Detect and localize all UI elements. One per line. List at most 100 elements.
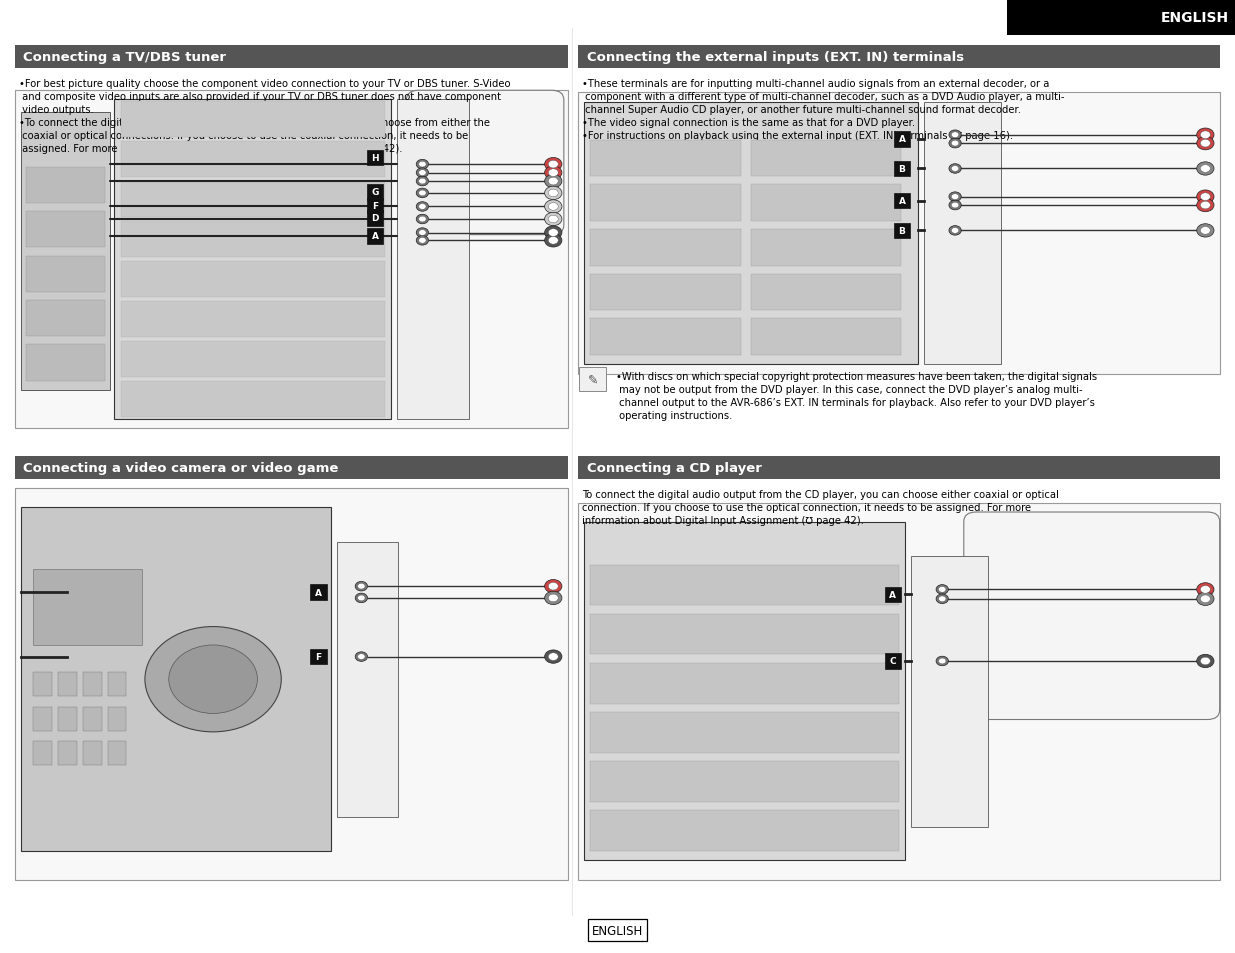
Circle shape	[948, 139, 961, 149]
Bar	[590, 810, 899, 851]
Bar	[367, 198, 383, 213]
Bar	[121, 381, 385, 417]
Bar	[115, 100, 391, 419]
Circle shape	[416, 236, 429, 246]
Text: channel output to the AVR-686’s EXT. IN terminals for playback. Also refer to yo: channel output to the AVR-686’s EXT. IN …	[616, 397, 1095, 407]
Circle shape	[1200, 140, 1210, 148]
Circle shape	[951, 194, 958, 200]
Circle shape	[416, 215, 429, 225]
Text: Connecting a CD player: Connecting a CD player	[587, 461, 762, 475]
Bar	[83, 673, 101, 697]
Circle shape	[419, 179, 426, 185]
Circle shape	[419, 238, 426, 244]
Circle shape	[358, 596, 366, 601]
FancyBboxPatch shape	[963, 513, 1220, 720]
Text: may not be output from the DVD player. In this case, connect the DVD player’s an: may not be output from the DVD player. I…	[616, 385, 1083, 395]
Text: operating instructions.: operating instructions.	[616, 410, 732, 420]
Circle shape	[416, 160, 429, 170]
Text: A: A	[889, 590, 897, 599]
Circle shape	[545, 200, 562, 213]
Bar	[121, 261, 385, 297]
Text: connection. If you choose to use the optical connection, it needs to be assigned: connection. If you choose to use the opt…	[582, 503, 1031, 513]
Circle shape	[939, 597, 946, 602]
Bar	[885, 654, 902, 669]
Bar	[367, 212, 383, 227]
Circle shape	[1200, 132, 1210, 139]
Bar	[58, 707, 77, 731]
Bar	[21, 508, 331, 851]
Bar	[751, 230, 900, 266]
Circle shape	[1197, 655, 1214, 668]
Bar	[590, 230, 741, 266]
Circle shape	[416, 202, 429, 212]
Bar	[894, 194, 910, 210]
Text: ENGLISH: ENGLISH	[1161, 11, 1229, 25]
Bar	[398, 100, 469, 419]
Circle shape	[948, 193, 961, 202]
Circle shape	[1200, 228, 1210, 235]
Circle shape	[1197, 129, 1214, 142]
Circle shape	[419, 204, 426, 210]
Circle shape	[545, 592, 562, 605]
Text: To connect the digital audio output from the CD player, you can choose either co: To connect the digital audio output from…	[582, 490, 1058, 499]
Bar	[751, 185, 900, 222]
Circle shape	[548, 230, 558, 237]
Circle shape	[948, 165, 961, 174]
Circle shape	[1197, 163, 1214, 176]
Text: B: B	[899, 165, 905, 173]
Circle shape	[548, 653, 558, 660]
Bar	[121, 341, 385, 377]
Bar	[83, 707, 101, 731]
Bar	[26, 168, 105, 204]
Circle shape	[419, 171, 426, 176]
Text: •For instructions on playback using the external input (EXT. IN) terminals (℧ pa: •For instructions on playback using the …	[582, 131, 1013, 140]
Text: G: G	[372, 188, 379, 197]
Circle shape	[1197, 191, 1214, 204]
Circle shape	[936, 657, 948, 666]
Bar	[121, 102, 385, 138]
Circle shape	[1200, 658, 1210, 665]
Bar	[1007, 0, 1235, 36]
Text: channel Super Audio CD player, or another future multi-channel sound format deco: channel Super Audio CD player, or anothe…	[582, 105, 1020, 114]
Text: coaxial or optical connections. If you choose to use the coaxial connection, it : coaxial or optical connections. If you c…	[19, 131, 468, 140]
Bar	[33, 741, 52, 765]
Bar	[367, 185, 383, 200]
Text: D: D	[372, 214, 379, 223]
Bar	[15, 456, 568, 479]
Bar	[894, 132, 910, 148]
Bar	[58, 741, 77, 765]
Circle shape	[545, 167, 562, 180]
Circle shape	[951, 167, 958, 172]
Circle shape	[358, 654, 366, 659]
Bar	[584, 522, 905, 861]
Text: •These terminals are for inputting multi-channel audio signals from an external : •These terminals are for inputting multi…	[582, 79, 1049, 89]
Bar	[121, 301, 385, 337]
Bar	[15, 91, 568, 429]
Bar	[584, 103, 918, 365]
Circle shape	[1200, 166, 1210, 173]
Circle shape	[951, 141, 958, 147]
Circle shape	[356, 594, 368, 603]
Text: •The video signal connection is the same as that for a DVD player.: •The video signal connection is the same…	[582, 118, 915, 128]
Circle shape	[419, 231, 426, 236]
Text: A: A	[315, 588, 322, 597]
Circle shape	[548, 216, 558, 224]
Bar	[15, 46, 568, 69]
Text: Connecting the external inputs (EXT. IN) terminals: Connecting the external inputs (EXT. IN)…	[587, 51, 963, 64]
Bar	[33, 673, 52, 697]
Text: assigned. For more information about Digital Input Assignment (℧ page 42).: assigned. For more information about Dig…	[19, 144, 403, 153]
Circle shape	[545, 158, 562, 172]
Bar	[590, 274, 741, 311]
Circle shape	[548, 161, 558, 169]
Circle shape	[1200, 596, 1210, 603]
Text: ENGLISH: ENGLISH	[592, 923, 643, 937]
Bar	[367, 151, 383, 166]
Bar	[121, 222, 385, 257]
Text: •To connect the digital audio output from the TV or DBS tuner, you can choose fr: •To connect the digital audio output fro…	[19, 118, 489, 128]
Circle shape	[948, 227, 961, 236]
Circle shape	[548, 203, 558, 211]
Bar	[590, 185, 741, 222]
Bar	[590, 565, 899, 606]
Circle shape	[548, 178, 558, 186]
Circle shape	[356, 581, 368, 591]
